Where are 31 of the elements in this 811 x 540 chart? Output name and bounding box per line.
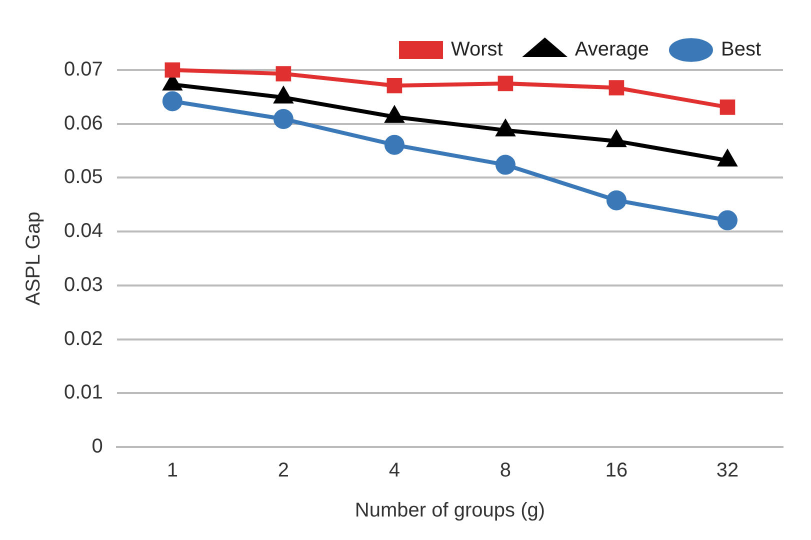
point	[720, 100, 736, 115]
point	[606, 190, 626, 210]
y-tick-label: 0.07	[64, 58, 103, 81]
legend-label: Best	[720, 38, 762, 61]
y-tick-label: 0	[92, 436, 103, 458]
x-tick-label: 2	[278, 460, 290, 482]
point	[498, 76, 514, 92]
x-tick-label: 16	[605, 460, 628, 482]
point	[717, 210, 738, 230]
point	[495, 154, 516, 175]
point	[608, 80, 624, 96]
x-tick-label: 32	[716, 460, 739, 482]
point	[164, 62, 180, 78]
x-axis-title: Number of groups (g)	[354, 500, 545, 522]
legend-label: Average	[574, 38, 649, 61]
x-tick-label: 8	[500, 460, 512, 482]
y-tick-label: 0.04	[64, 220, 103, 242]
point	[273, 109, 294, 130]
y-tick-label: 0.05	[64, 166, 103, 188]
x-tick-label: 1	[166, 460, 178, 482]
point	[162, 91, 182, 112]
y-tick-label: 0.06	[64, 112, 103, 134]
y-tick-label: 0.03	[64, 274, 103, 296]
point	[276, 66, 292, 82]
legend-label: Worst	[450, 38, 504, 61]
x-tick-label: 4	[388, 460, 400, 482]
y-axis-title: ASPL Gap	[22, 212, 45, 306]
y-tick-label: 0.02	[64, 328, 103, 350]
y-tick-label: 0.01	[64, 382, 103, 404]
point	[384, 134, 404, 155]
point	[386, 78, 402, 94]
